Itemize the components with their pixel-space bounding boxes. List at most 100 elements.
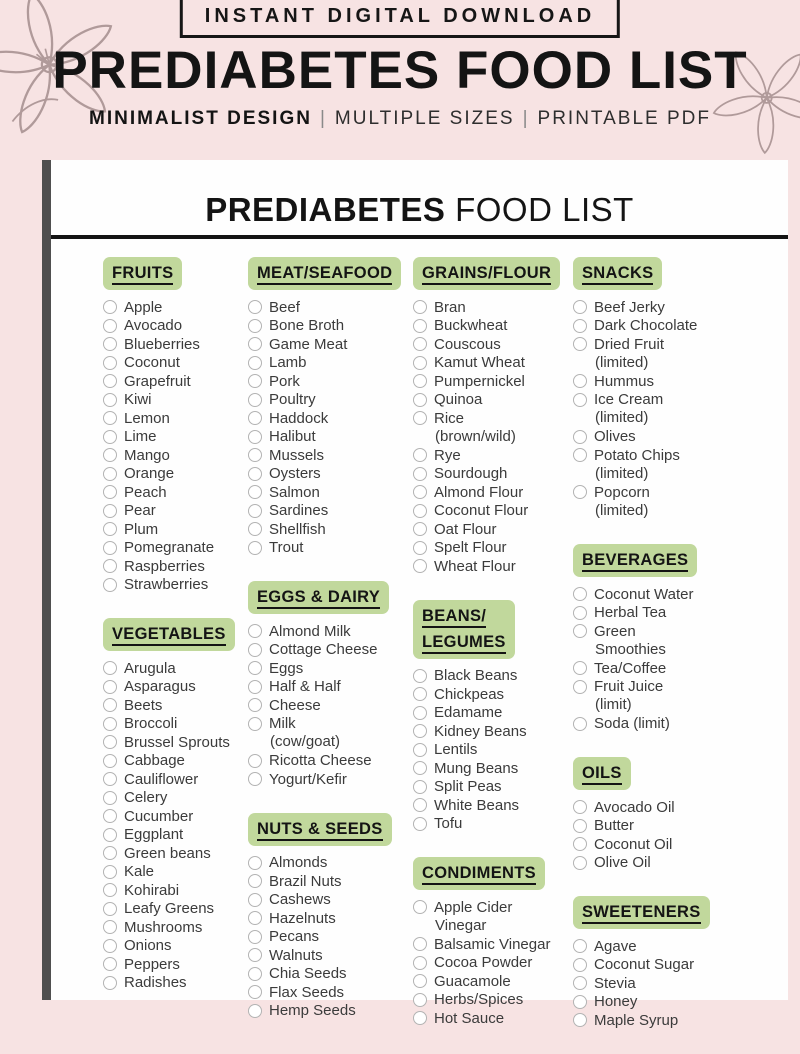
- checkbox-circle-icon: [413, 540, 427, 555]
- food-item-hummus: Hummus: [573, 372, 753, 391]
- food-item-pear: Pear: [103, 502, 248, 521]
- food-item-agave: Agave: [573, 937, 753, 956]
- food-item-cottage-cheese: Cottage Cheese: [248, 641, 413, 660]
- checkbox-circle-icon: [413, 668, 427, 683]
- checkbox-circle-icon: [103, 503, 117, 518]
- instant-download-badge: INSTANT DIGITAL DOWNLOAD: [179, 0, 621, 38]
- food-item-orange: Orange: [103, 465, 248, 484]
- food-item-hazelnuts: Hazelnuts: [248, 909, 413, 928]
- checkbox-circle-icon: [413, 687, 427, 702]
- food-item-label: Game Meat: [269, 335, 348, 353]
- food-item-almond-flour: Almond Flour: [413, 483, 573, 502]
- category-header-line: SWEETENERS: [582, 899, 701, 925]
- food-item-mussels: Mussels: [248, 446, 413, 465]
- page-title-bold: PREDIABETES: [205, 191, 446, 228]
- food-item-balsamic-vinegar: Balsamic Vinegar: [413, 935, 573, 954]
- category-header-sweeteners: SWEETENERS: [573, 896, 710, 929]
- checkbox-circle-icon: [413, 705, 427, 720]
- food-item-label: Cauliflower: [124, 770, 199, 788]
- checkbox-circle-icon: [103, 392, 117, 407]
- food-item-label: Beets: [124, 696, 163, 714]
- food-item-label: Herbal Tea: [594, 604, 667, 622]
- food-item-sourdough: Sourdough: [413, 465, 573, 484]
- food-item-label: Stevia: [594, 974, 636, 992]
- food-item-label-continued: (limited): [595, 353, 649, 371]
- food-item-cabbage: Cabbage: [103, 752, 248, 771]
- food-item-label: Rye: [434, 446, 461, 464]
- food-item-apple-cider: Apple Cider: [413, 898, 573, 917]
- food-item-label: Split Peas: [434, 778, 502, 796]
- food-item-label: Kamut Wheat: [434, 354, 525, 372]
- food-item-beef-jerky: Beef Jerky: [573, 298, 753, 317]
- category-header-text: NUTS & SEEDS: [257, 819, 383, 841]
- food-item-almond-milk: Almond Milk: [248, 622, 413, 641]
- product-subtitle: MINIMALIST DESIGN | MULTIPLE SIZES | PRINTAB…: [0, 108, 800, 130]
- checkbox-circle-icon: [248, 503, 262, 518]
- food-item-label: Coconut Water: [594, 585, 694, 603]
- checkbox-circle-icon: [103, 975, 117, 990]
- checkbox-circle-icon: [573, 429, 587, 444]
- food-item-label: Brussel Sprouts: [124, 733, 230, 751]
- food-item-leafy-greens: Leafy Greens: [103, 900, 248, 919]
- checkbox-circle-icon: [103, 661, 117, 676]
- food-item-coconut: Coconut: [103, 354, 248, 373]
- checkbox-circle-icon: [248, 1003, 262, 1018]
- food-item-label: Rice: [434, 409, 465, 427]
- food-item-herbal-tea: Herbal Tea: [573, 604, 753, 623]
- section-fruits: FRUITS Apple Avocado Blueberries Coconut Grap…: [103, 257, 248, 594]
- category-header-vegetables: VEGETABLES: [103, 618, 235, 651]
- food-item-half-half: Half & Half: [248, 678, 413, 697]
- food-item-stevia: Stevia: [573, 974, 753, 993]
- food-item-butter: Butter: [573, 817, 753, 836]
- checkbox-circle-icon: [573, 976, 587, 991]
- food-item-label: Kidney Beans: [434, 722, 527, 740]
- subtitle-design: MINIMALIST DESIGN: [89, 108, 312, 129]
- food-item-label-continued: (limited): [595, 501, 649, 519]
- checkbox-circle-icon: [573, 300, 587, 315]
- food-item-label: Chia Seeds: [269, 965, 347, 983]
- food-item-label: Plum: [124, 520, 159, 538]
- checkbox-circle-icon: [413, 318, 427, 333]
- food-item-chickpeas: Chickpeas: [413, 685, 573, 704]
- food-item-label: Pecans: [269, 928, 320, 946]
- food-item-avocado-oil: Avocado Oil: [573, 798, 753, 817]
- food-item-olives: Olives: [573, 428, 753, 447]
- section-grains-flour: GRAINS/FLOUR Bran Buckwheat Couscous Kamut W…: [413, 257, 573, 576]
- category-header-line: MEAT/SEAFOOD: [257, 260, 393, 286]
- food-column-4: SNACKS Beef Jerky Dark Chocolate Dried Frui…: [573, 257, 753, 1054]
- checkbox-circle-icon: [413, 761, 427, 776]
- food-item-label: Balsamic Vinegar: [434, 935, 551, 953]
- checkbox-circle-icon: [103, 753, 117, 768]
- food-item-peach: Peach: [103, 483, 248, 502]
- food-item-tea-coffee: Tea/Coffee: [573, 659, 753, 678]
- category-header-line: CONDIMENTS: [422, 860, 536, 886]
- checkbox-circle-icon: [248, 892, 262, 907]
- category-header-text: OILS: [582, 764, 622, 785]
- food-item-brazil-nuts: Brazil Nuts: [248, 872, 413, 891]
- food-item-label: Apple: [124, 298, 163, 316]
- checkbox-circle-icon: [413, 355, 427, 370]
- food-item-label: Avocado: [124, 317, 183, 335]
- food-item-radishes: Radishes: [103, 974, 248, 993]
- food-item-asparagus: Asparagus: [103, 678, 248, 697]
- checkbox-circle-icon: [248, 929, 262, 944]
- checkbox-circle-icon: [103, 827, 117, 842]
- food-item-salmon: Salmon: [248, 483, 413, 502]
- food-item-fruit-juice: Fruit Juice: [573, 678, 753, 697]
- food-item-walnuts: Walnuts: [248, 946, 413, 965]
- food-item-bran: Bran: [413, 298, 573, 317]
- food-item-label-continued: Vinegar: [435, 916, 487, 934]
- food-item-sardines: Sardines: [248, 502, 413, 521]
- food-item-hot-sauce: Hot Sauce: [413, 1009, 573, 1028]
- checkbox-circle-icon: [248, 679, 262, 694]
- checkbox-circle-icon: [413, 337, 427, 352]
- food-item-game-meat: Game Meat: [248, 335, 413, 354]
- food-item-beef: Beef: [248, 298, 413, 317]
- food-item-label: Chickpeas: [434, 685, 505, 703]
- section-vegetables: VEGETABLES Arugula Asparagus Beets Broccoli B…: [103, 618, 248, 992]
- checkbox-circle-icon: [103, 355, 117, 370]
- checkbox-circle-icon: [103, 716, 117, 731]
- food-item-label: Coconut Oil: [594, 835, 673, 853]
- checkbox-circle-icon: [248, 948, 262, 963]
- subtitle-pdf: PRINTABLE PDF: [537, 108, 711, 129]
